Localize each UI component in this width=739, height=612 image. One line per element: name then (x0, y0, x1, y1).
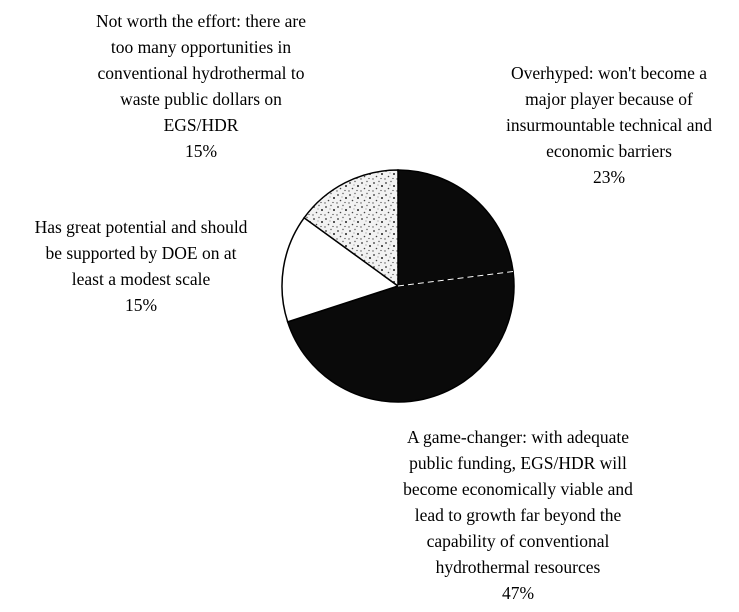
label-game-changer-text: A game-changer: with adequate public fun… (403, 427, 633, 577)
label-overhyped-percent: 23% (592, 167, 626, 187)
slice-overhyped (397, 169, 514, 287)
label-not-worth-effort-text: Not worth the effort: there are too many… (95, 11, 307, 135)
label-overhyped-text: Overhyped: won't become a major player b… (505, 63, 713, 161)
label-not-worth-effort-percent: 15% (184, 141, 218, 161)
slice-great-potential (281, 216, 400, 323)
slice-not-worth-effort (303, 169, 399, 288)
label-great-potential-text: Has great potential and should be suppor… (34, 217, 248, 289)
label-great-potential: Has great potential and should be suppor… (0, 214, 282, 318)
label-game-changer: A game-changer: with adequate public fun… (368, 424, 668, 606)
label-game-changer-percent: 47% (501, 583, 535, 603)
label-overhyped: Overhyped: won't become a major player b… (478, 60, 739, 190)
label-not-worth-effort: Not worth the effort: there are too many… (56, 8, 346, 164)
label-great-potential-percent: 15% (124, 295, 158, 315)
